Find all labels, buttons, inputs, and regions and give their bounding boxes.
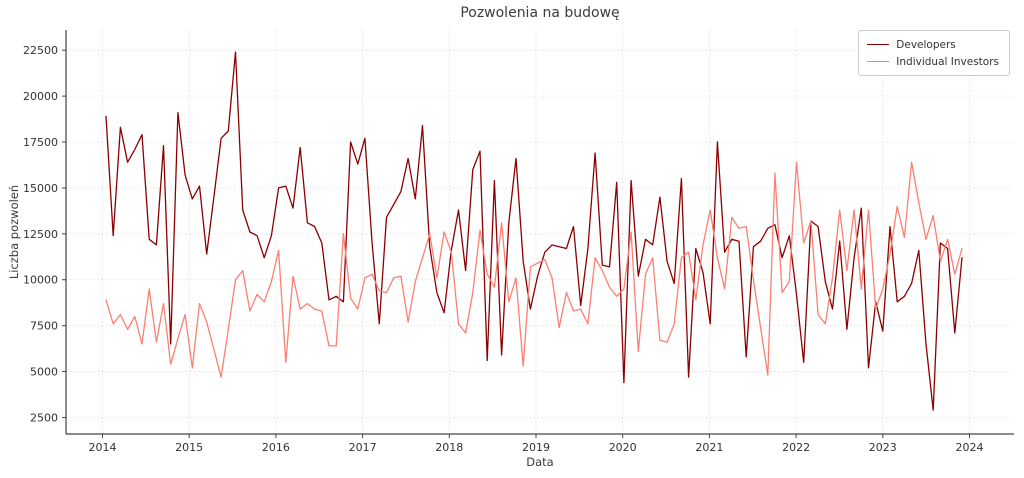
svg-text:2500: 2500	[30, 411, 58, 424]
y-axis-label: Liczba pozwoleń	[7, 184, 21, 280]
svg-text:2019: 2019	[522, 441, 550, 454]
legend: Developers Individual Investors	[858, 30, 1010, 76]
x-axis-label: Data	[526, 455, 554, 469]
svg-text:2022: 2022	[782, 441, 810, 454]
legend-label-individual-investors: Individual Investors	[896, 55, 999, 68]
developers-line-swatch	[867, 44, 890, 45]
legend-label-developers: Developers	[896, 38, 956, 51]
svg-text:17500: 17500	[23, 136, 58, 149]
svg-text:2020: 2020	[609, 441, 637, 454]
svg-text:2021: 2021	[695, 441, 723, 454]
svg-text:12500: 12500	[23, 228, 58, 241]
chart-title: Pozwolenia na budowę	[460, 5, 620, 21]
svg-text:2016: 2016	[262, 441, 290, 454]
svg-text:2018: 2018	[435, 441, 463, 454]
svg-text:10000: 10000	[23, 274, 58, 287]
svg-text:7500: 7500	[30, 320, 58, 333]
individual-investors-line-swatch	[867, 61, 890, 62]
svg-text:5000: 5000	[30, 366, 58, 379]
svg-text:2014: 2014	[89, 441, 117, 454]
svg-text:22500: 22500	[23, 44, 58, 57]
svg-text:2017: 2017	[349, 441, 377, 454]
svg-text:15000: 15000	[23, 182, 58, 195]
legend-item-developers: Developers	[867, 36, 999, 53]
svg-text:2015: 2015	[175, 441, 203, 454]
svg-text:2023: 2023	[869, 441, 897, 454]
legend-item-individual-investors: Individual Investors	[867, 53, 999, 70]
svg-text:2024: 2024	[956, 441, 984, 454]
svg-text:20000: 20000	[23, 90, 58, 103]
